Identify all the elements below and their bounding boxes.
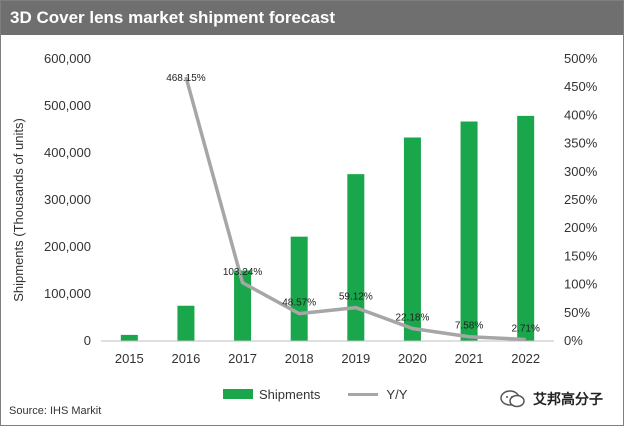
yy-data-label: 59.12% bbox=[339, 292, 373, 303]
legend-shipments-swatch bbox=[223, 389, 253, 399]
bar-shipments bbox=[460, 121, 478, 341]
chart-plot: Shipments (Thousands of units) 0 100,000 2… bbox=[11, 51, 598, 366]
bar-shipments bbox=[290, 236, 308, 341]
yy-data-label: 468.15% bbox=[166, 73, 206, 84]
bar-shipments bbox=[517, 115, 535, 342]
line-yy bbox=[184, 76, 526, 342]
watermark-text: 艾邦高分子 bbox=[533, 392, 603, 408]
watermark: 艾邦高分子 bbox=[499, 389, 603, 409]
y2-tick-label: 50% bbox=[564, 305, 590, 320]
yy-data-label: 103.24% bbox=[223, 267, 263, 278]
legend-yy-swatch bbox=[348, 392, 379, 396]
x-tick-label: 2020 bbox=[398, 351, 427, 366]
x-tick-label: 2019 bbox=[341, 351, 370, 366]
x-tick-label: 2018 bbox=[285, 351, 314, 366]
y-axis-label: Shipments (Thousands of units) bbox=[11, 118, 26, 302]
yy-data-label: 2.71% bbox=[512, 323, 540, 334]
yy-data-label: 22.18% bbox=[395, 312, 429, 323]
y-tick-label: 600,000 bbox=[44, 51, 91, 66]
wechat-logo-icon bbox=[500, 390, 525, 408]
y-tick-label: 200,000 bbox=[44, 239, 91, 254]
y2-tick-label: 250% bbox=[564, 192, 598, 207]
y2-tick-label: 350% bbox=[564, 136, 598, 151]
y2-tick-label: 400% bbox=[564, 107, 598, 122]
x-tick-label: 2021 bbox=[455, 351, 484, 366]
legend-shipments-label: Shipments bbox=[259, 386, 321, 402]
bar-shipments bbox=[403, 137, 421, 341]
bar-shipments bbox=[347, 174, 365, 341]
legend-yy-label: Y/Y bbox=[386, 386, 408, 402]
y2-tick-label: 100% bbox=[564, 277, 598, 292]
x-tick-label: 2015 bbox=[115, 351, 144, 366]
x-tick-label: 2016 bbox=[171, 351, 200, 366]
bar-shipments bbox=[234, 270, 252, 341]
bar-shipments bbox=[177, 305, 195, 341]
y2-tick-label: 450% bbox=[564, 79, 598, 94]
chart-title: 3D Cover lens market shipment forecast bbox=[1, 1, 623, 35]
source-note: Source: IHS Markit bbox=[9, 405, 102, 417]
y2-tick-label: 200% bbox=[564, 220, 598, 235]
y-tick-label: 300,000 bbox=[44, 192, 91, 207]
y2-tick-label: 500% bbox=[564, 51, 598, 66]
bar-shipments bbox=[120, 334, 138, 341]
x-tick-label: 2022 bbox=[511, 351, 540, 366]
y2-tick-label: 300% bbox=[564, 164, 598, 179]
y2-tick-label: 0% bbox=[564, 333, 583, 348]
legend: Shipments Y/Y bbox=[223, 385, 407, 403]
x-tick-label: 2017 bbox=[228, 351, 257, 366]
y-tick-label: 500,000 bbox=[44, 98, 91, 113]
y-tick-label: 0 bbox=[84, 333, 91, 348]
y-tick-label: 400,000 bbox=[44, 145, 91, 160]
yy-data-label: 7.58% bbox=[455, 321, 483, 332]
yy-data-label: 48.57% bbox=[282, 298, 316, 309]
y2-tick-label: 150% bbox=[564, 248, 598, 263]
y-tick-label: 100,000 bbox=[44, 286, 91, 301]
